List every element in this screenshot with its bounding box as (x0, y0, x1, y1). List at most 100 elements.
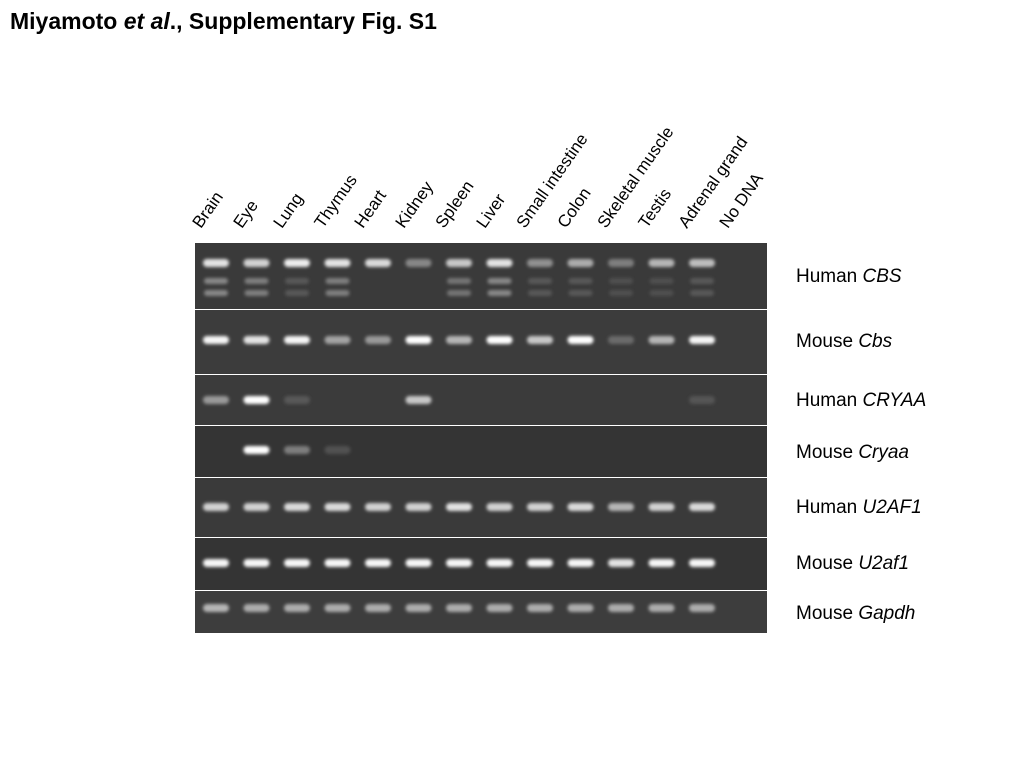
gel-band (527, 259, 553, 267)
row-gene: CRYAA (862, 390, 927, 411)
gel-band (446, 336, 472, 344)
lane-label: Spleen (431, 177, 478, 232)
gel-band-faint (325, 290, 350, 296)
gel-band-faint (204, 290, 228, 296)
gel-band (648, 336, 675, 344)
row-species: Mouse (796, 603, 859, 624)
gel-background (195, 538, 767, 590)
gel-band (567, 336, 594, 344)
lane-label: Heart (350, 186, 391, 232)
row-gene: Cbs (858, 331, 893, 352)
gel-band (405, 503, 432, 511)
gel-band (365, 503, 391, 511)
gel-panel-cryaa (195, 375, 767, 426)
gel-image (195, 310, 767, 374)
gel-band (446, 559, 472, 567)
gel-band (243, 559, 270, 567)
row-label-cbs: Mouse Cbs (796, 331, 892, 353)
gel-band (324, 336, 351, 344)
gel-band (405, 396, 432, 404)
lane-label: Eye (229, 196, 262, 232)
gel-band-faint (649, 290, 674, 296)
row-label-cryaa: Mouse Cryaa (796, 442, 909, 464)
gel-image (195, 243, 767, 309)
gel-band (648, 503, 675, 511)
gel-band (203, 259, 229, 267)
gel-band-faint (244, 278, 269, 284)
row-species: Mouse (796, 331, 859, 352)
row-gene: U2AF1 (862, 497, 922, 518)
row-species: Human (796, 390, 863, 411)
gel-band (486, 559, 513, 567)
gel-band (243, 336, 270, 344)
gel-panel-u2af1 (195, 478, 767, 538)
gel-band (689, 503, 715, 511)
gel-band (203, 336, 229, 344)
gel-band (527, 604, 553, 612)
gel-band (527, 559, 553, 567)
gel-band (527, 336, 553, 344)
gel-band (689, 336, 715, 344)
gel-band (648, 559, 675, 567)
title-figure-id: ., Supplementary Fig. S1 (169, 8, 437, 34)
gel-band (608, 559, 634, 567)
gel-band (486, 259, 513, 267)
gel-band (527, 503, 553, 511)
gel-band (324, 503, 351, 511)
gel-band-faint (690, 290, 714, 296)
gel-band (284, 559, 310, 567)
gel-band-faint (487, 290, 512, 296)
gel-band (446, 503, 472, 511)
gel-band (243, 446, 270, 454)
title-authors: Miyamoto (10, 8, 124, 34)
gel-band-faint (690, 278, 714, 284)
gel-band (567, 503, 594, 511)
lane-label: Testis (634, 184, 675, 232)
gel-band (365, 336, 391, 344)
gel-band (608, 259, 634, 267)
gel-band (405, 259, 432, 267)
gel-image (195, 426, 767, 477)
gel-band (648, 259, 675, 267)
gel-background (195, 310, 767, 374)
gel-band (405, 604, 432, 612)
gel-band (324, 559, 351, 567)
gel-band (203, 396, 229, 404)
gel-band-faint (285, 290, 309, 296)
lane-label: Liver (472, 190, 509, 232)
title-et-al: et al (123, 8, 170, 34)
gel-band-faint (609, 290, 633, 296)
gel-band (243, 604, 270, 612)
row-gene: U2af1 (858, 553, 910, 574)
row-gene: Gapdh (858, 603, 916, 624)
gel-band (243, 259, 270, 267)
gel-band (405, 559, 432, 567)
gel-image (195, 591, 767, 633)
figure-title: Miyamoto et al., Supplementary Fig. S1 (10, 8, 437, 35)
lane-label: Kidney (391, 177, 437, 232)
gel-band-faint (325, 278, 350, 284)
gel-band-faint (244, 290, 269, 296)
row-species: Human (796, 497, 863, 518)
gel-band (567, 259, 594, 267)
gel-background (195, 591, 767, 633)
gel-band (567, 604, 594, 612)
gel-band-faint (447, 290, 471, 296)
row-label-gapdh: Mouse Gapdh (796, 603, 915, 625)
gel-band-faint (447, 278, 471, 284)
gel-band (203, 503, 229, 511)
gel-band-faint (528, 290, 552, 296)
gel-band (365, 559, 391, 567)
gel-band (689, 396, 715, 404)
row-label-u2af1: Human U2AF1 (796, 497, 922, 519)
gel-band (203, 559, 229, 567)
gel-band (284, 604, 310, 612)
gel-band (203, 604, 229, 612)
gel-band (486, 604, 513, 612)
gel-band (243, 503, 270, 511)
gel-band (324, 446, 351, 454)
gel-band (486, 336, 513, 344)
gel-band (365, 259, 391, 267)
lane-label: Brain (188, 188, 227, 232)
gel-panel-u2af1 (195, 538, 767, 591)
